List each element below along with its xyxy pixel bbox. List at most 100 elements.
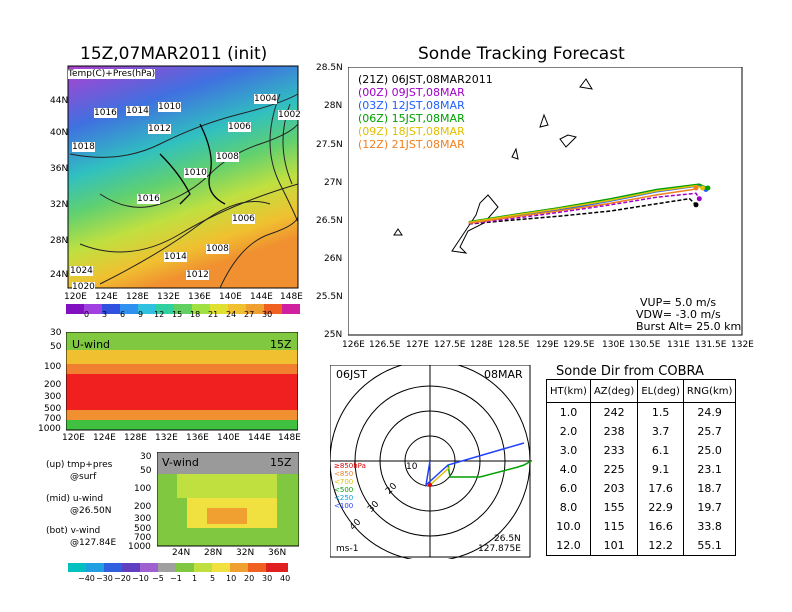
table-cell: 17.6: [637, 479, 684, 498]
isobar-label: 1014: [126, 106, 149, 116]
main-title: Sonde Tracking Forecast: [418, 44, 625, 64]
colorbar-tick: 21: [208, 310, 219, 319]
lon-tick: 132E: [157, 292, 180, 302]
lat-tick: 28N: [324, 101, 343, 111]
lat-tick: 40N: [50, 128, 69, 138]
track-end-point: [700, 185, 706, 191]
isobar-label: 1002: [278, 110, 301, 120]
temp-colorbar: [66, 304, 300, 314]
lon-tick: 140E: [219, 292, 242, 302]
colorbar-tick: −10: [132, 574, 149, 583]
isobar: [69, 93, 299, 158]
lon-tick: 120E: [62, 433, 85, 443]
colorbar-tick: 30: [262, 310, 273, 319]
p-tick: 200: [44, 380, 62, 390]
v-colorbar: [68, 563, 288, 572]
p-tick: 500: [134, 524, 152, 534]
lon-tick: 129E: [536, 340, 559, 350]
table-cell: 203: [589, 479, 639, 498]
table-cell: 155: [589, 498, 639, 517]
legend-item: (12Z) 21JST,08MAR: [358, 138, 465, 151]
isobar-label: 1008: [206, 244, 229, 254]
isobar-label: 1010: [158, 102, 181, 112]
table-row: 4.0 225 9.1 23.1: [546, 460, 737, 479]
track-end-point: [693, 202, 699, 208]
lat-tick: 25N: [324, 330, 343, 340]
colorbar-tick: 30: [262, 574, 273, 583]
table-cell: 6.0: [546, 479, 591, 498]
track-series-5: [468, 187, 697, 224]
p-tick: 200: [134, 502, 152, 512]
wind-hodograph-mid: [447, 459, 532, 478]
lon-tick: 124E: [93, 433, 116, 443]
table-row: 10.0 115 16.6 33.8: [546, 517, 737, 536]
lon-tick: 126E: [342, 340, 365, 350]
p-tick: 100: [44, 362, 62, 372]
isobar-label: 1014: [164, 252, 187, 262]
table-cell: 225: [589, 460, 639, 479]
colorbar-tick: 9: [138, 310, 144, 319]
lat-tick: 26.5N: [316, 216, 343, 226]
lon-tick: 140E: [217, 433, 240, 443]
p-tick: 300: [44, 392, 62, 402]
lat-tick: 32N: [50, 200, 69, 210]
p-tick: 700: [44, 414, 62, 424]
lon-tick: 129.5E: [563, 340, 595, 350]
lon-tick: 144E: [250, 292, 273, 302]
track-end-point: [705, 185, 711, 191]
p-tick: 30: [140, 452, 152, 462]
legend-item: (21Z) 06JST,08MAR2011: [358, 73, 493, 86]
lon-tick: 124E: [95, 292, 118, 302]
colorbar-tick: 1: [192, 574, 198, 583]
param-vup: VUP= 5.0 m/s: [640, 296, 717, 309]
colorbar-tick: 12: [154, 310, 165, 319]
table-cell: 25.7: [682, 422, 737, 441]
isobar: [79, 183, 299, 253]
isobar-label: 1010: [184, 168, 207, 178]
lat-tick: 24N: [50, 270, 69, 280]
colorbar-tick: 6: [120, 310, 126, 319]
isobar: [99, 201, 271, 285]
param-vdw: VDW= -3.0 m/s: [636, 308, 721, 321]
wind-hodograph-low: [429, 466, 451, 486]
table-cell: 8.0: [546, 498, 591, 517]
island: [559, 134, 577, 148]
lon-tick: 128E: [124, 433, 147, 443]
polar-time: 06JST: [336, 368, 367, 381]
table-title: Sonde Dir from COBRA: [556, 364, 704, 379]
isobar: [219, 213, 299, 289]
table-row: 1.0 242 1.5 24.9: [546, 402, 737, 422]
table-row: 6.0 203 17.6 18.7: [546, 479, 737, 498]
table-row: 8.0 155 22.9 19.7: [546, 498, 737, 517]
lat-tick: 36N: [268, 548, 287, 558]
param-burst: Burst Alt= 25.0 km: [636, 320, 742, 333]
legend-up2: @surf: [70, 472, 97, 482]
polar-lon: 127.875E: [478, 544, 521, 554]
lon-tick: 144E: [248, 433, 271, 443]
isobar-label: 1012: [186, 270, 209, 280]
legend-item: (06Z) 15JST,08MAR: [358, 112, 465, 125]
lat-tick: 26N: [324, 254, 343, 264]
isobar-label: 1012: [148, 124, 171, 134]
u-wind-time: 15Z: [270, 338, 292, 351]
lon-tick: 127E: [406, 340, 429, 350]
track-series-2: [468, 184, 707, 224]
lon-tick: 148E: [278, 433, 301, 443]
track-end-point: [693, 185, 699, 191]
colorbar-tick: −20: [114, 574, 131, 583]
legend-mid: (mid) u-wind: [46, 494, 104, 504]
table-cell: 23.1: [682, 460, 737, 479]
colorbar-tick: 24: [226, 310, 237, 319]
level-legend: <500: [334, 486, 354, 494]
lon-tick: 130E: [602, 340, 625, 350]
lat-tick: 24N: [172, 548, 191, 558]
lon-tick: 130.5E: [629, 340, 661, 350]
legend-item: (00Z) 09JST,08MAR: [358, 86, 465, 99]
u-wind-panel: [66, 332, 298, 431]
lon-tick: 132E: [155, 433, 178, 443]
table-cell: 25.0: [682, 441, 737, 460]
col-header: EL(deg): [637, 379, 684, 403]
p-tick: 1000: [128, 542, 151, 552]
tracking-plot: [348, 67, 743, 336]
level-legend: <250: [334, 494, 354, 502]
